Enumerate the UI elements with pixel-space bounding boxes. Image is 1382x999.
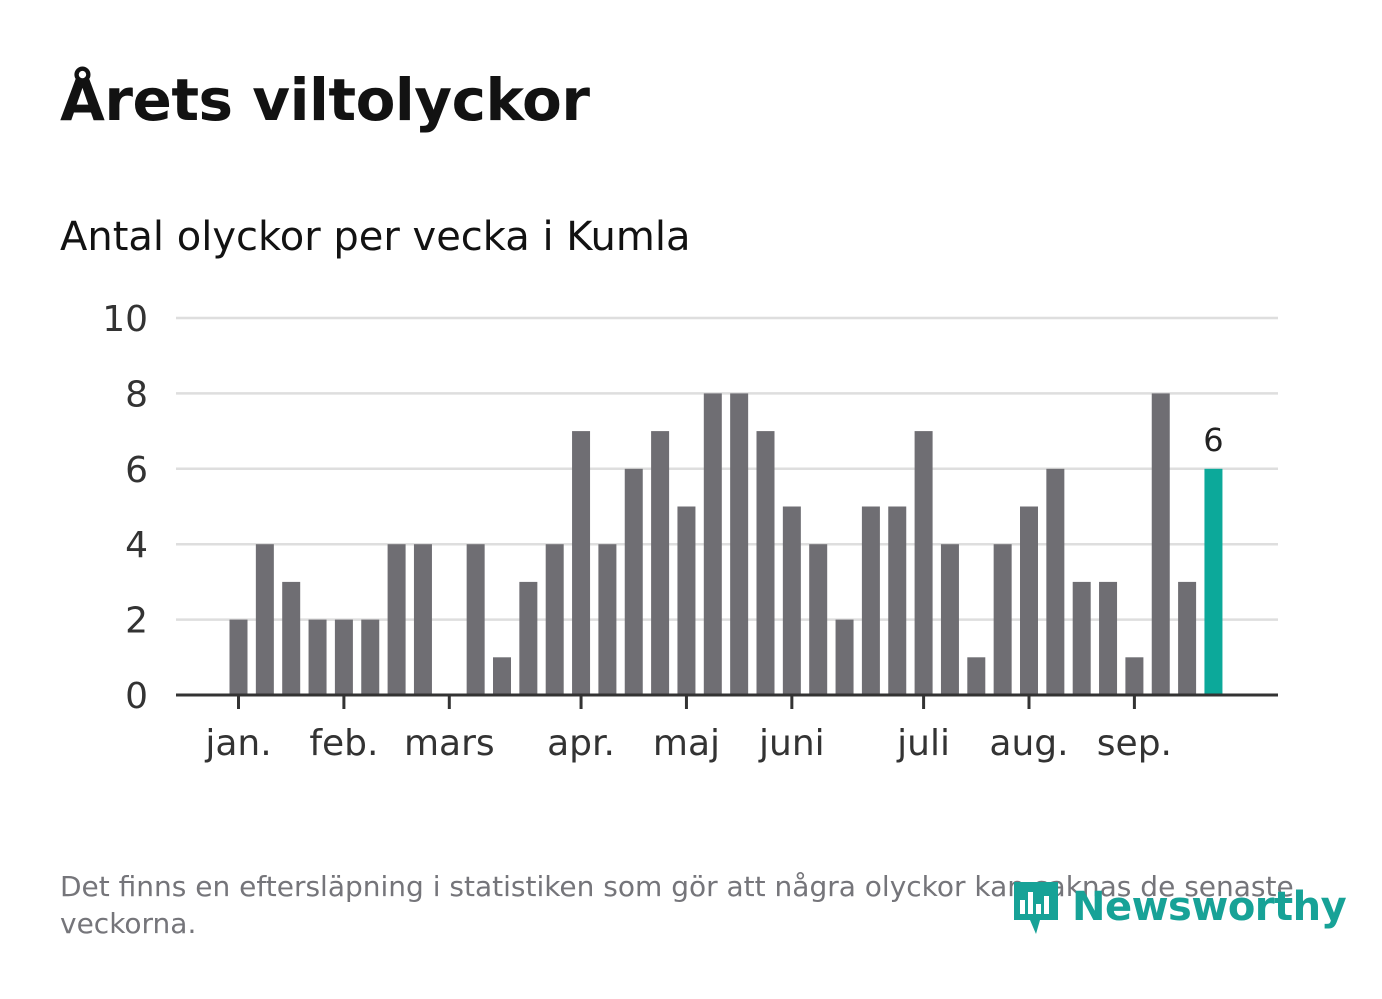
x-axis xyxy=(176,693,1278,709)
bar xyxy=(914,431,933,695)
x-axis-month-labels: jan. feb. mars apr. maj juni juli aug. sep. xyxy=(204,723,1172,764)
x-tick-label: apr. xyxy=(547,723,615,764)
bar xyxy=(1099,581,1118,695)
bar xyxy=(1072,581,1091,695)
x-tick-label: juli xyxy=(896,723,950,764)
newsworthy-logo-icon xyxy=(1014,882,1058,934)
bar xyxy=(361,619,380,695)
data-labels: 6 xyxy=(1203,421,1223,459)
y-tick-label: 6 xyxy=(125,450,148,491)
bar xyxy=(255,544,274,695)
bar xyxy=(624,468,643,695)
highlight-bar xyxy=(1204,468,1223,695)
y-tick-label: 8 xyxy=(125,374,148,415)
newsworthy-brand: Newsworthy xyxy=(1010,876,1347,938)
bar xyxy=(229,619,248,695)
x-tick-label: juni xyxy=(758,723,825,764)
bar xyxy=(756,431,775,695)
y-tick-label: 4 xyxy=(125,525,148,566)
bar xyxy=(598,544,617,695)
bar xyxy=(308,619,327,695)
bar xyxy=(940,544,959,695)
bar xyxy=(387,544,406,695)
y-tick-label: 2 xyxy=(125,601,148,642)
y-tick-label: 0 xyxy=(125,676,148,717)
x-tick-label: jan. xyxy=(204,723,271,764)
x-tick-label: maj xyxy=(653,723,720,764)
bar xyxy=(677,506,696,695)
bar xyxy=(413,544,432,695)
bar xyxy=(651,431,670,695)
bar xyxy=(835,619,854,695)
bar xyxy=(1125,657,1144,695)
chart-subtitle: Antal olyckor per vecka i Kumla xyxy=(60,214,691,260)
bar xyxy=(466,544,485,695)
bar xyxy=(545,544,564,695)
bar xyxy=(1178,581,1197,695)
bar xyxy=(703,393,722,695)
chart-title: Årets viltolyckor xyxy=(60,66,590,134)
x-tick-label: mars xyxy=(404,723,495,764)
x-tick-label: aug. xyxy=(989,723,1068,764)
x-tick-label: sep. xyxy=(1097,723,1172,764)
bar xyxy=(782,506,801,695)
bar xyxy=(519,581,538,695)
bars xyxy=(229,393,1223,695)
bar xyxy=(493,657,511,695)
bar xyxy=(861,506,880,695)
bar xyxy=(1151,393,1170,695)
gridlines xyxy=(176,316,1278,621)
bar xyxy=(1020,506,1038,695)
x-tick-label: feb. xyxy=(309,723,378,764)
bar xyxy=(1046,468,1065,695)
bar xyxy=(967,657,986,695)
highlight-value-label: 6 xyxy=(1203,421,1223,459)
bar xyxy=(334,619,353,695)
bar xyxy=(888,506,907,695)
y-tick-label: 10 xyxy=(102,299,148,340)
bar xyxy=(809,544,828,695)
footnote: Det finns en eftersläpning i statistiken… xyxy=(60,870,1294,940)
bar xyxy=(572,431,591,695)
y-axis-ticks: 0 2 4 6 8 10 xyxy=(102,299,148,717)
bar xyxy=(993,544,1012,695)
bar xyxy=(282,581,301,695)
brand-name: Newsworthy xyxy=(1072,884,1347,930)
bar xyxy=(730,393,749,695)
